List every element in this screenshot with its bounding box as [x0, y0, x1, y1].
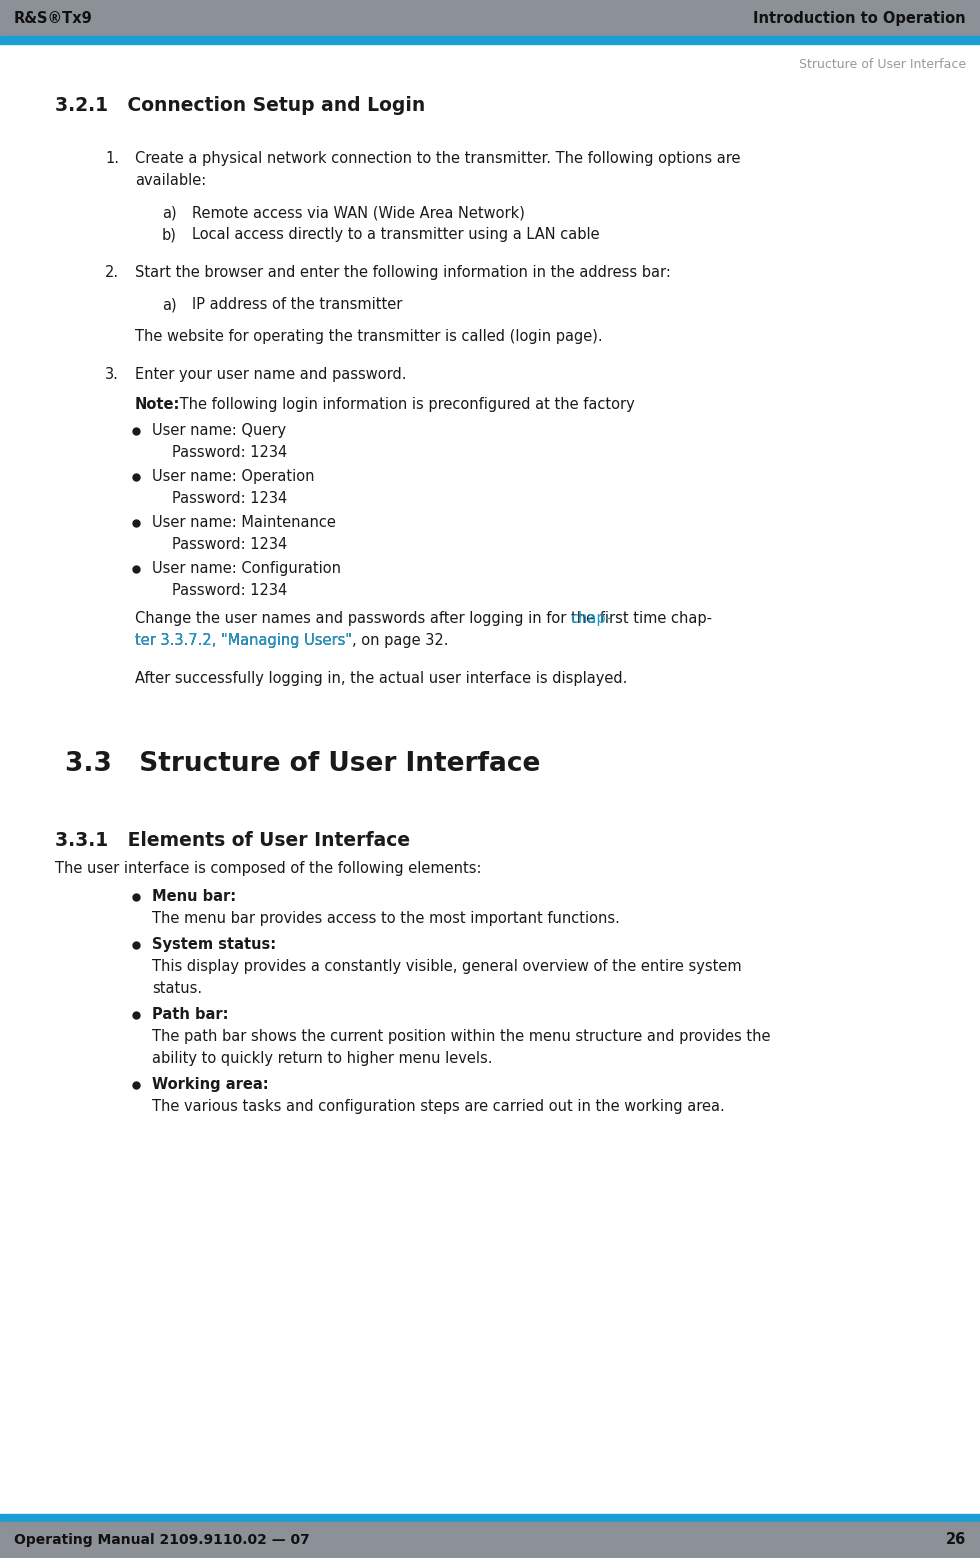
Text: status.: status.: [152, 982, 202, 996]
Text: 2.: 2.: [105, 265, 120, 280]
Text: System status:: System status:: [152, 936, 276, 952]
Text: ter 3.3.7.2, "Managing Users", on page 32.: ter 3.3.7.2, "Managing Users", on page 3…: [135, 633, 449, 648]
Text: Password: 1234: Password: 1234: [172, 446, 287, 460]
Bar: [0, 1522, 980, 1558]
Text: The various tasks and configuration steps are carried out in the working area.: The various tasks and configuration step…: [152, 1098, 725, 1114]
Text: After successfully logging in, the actual user interface is displayed.: After successfully logging in, the actua…: [135, 671, 627, 686]
Text: Remote access via WAN (Wide Area Network): Remote access via WAN (Wide Area Network…: [192, 206, 525, 220]
Text: Change the user names and passwords after logging in for the first time chap-: Change the user names and passwords afte…: [135, 611, 712, 626]
Text: Create a physical network connection to the transmitter. The following options a: Create a physical network connection to …: [135, 151, 741, 167]
Text: The path bar shows the current position within the menu structure and provides t: The path bar shows the current position …: [152, 1028, 770, 1044]
Text: a): a): [162, 206, 176, 220]
Text: b): b): [162, 227, 176, 241]
Text: The menu bar provides access to the most important functions.: The menu bar provides access to the most…: [152, 911, 620, 925]
Text: User name: Configuration: User name: Configuration: [152, 561, 341, 576]
Text: Structure of User Interface: Structure of User Interface: [799, 58, 966, 72]
Text: chap-: chap-: [570, 611, 612, 626]
Text: Introduction to Operation: Introduction to Operation: [754, 11, 966, 25]
Text: The user interface is composed of the following elements:: The user interface is composed of the fo…: [55, 862, 481, 876]
Text: R&S®Tx9: R&S®Tx9: [14, 11, 93, 25]
Text: 3.3.1   Elements of User Interface: 3.3.1 Elements of User Interface: [55, 830, 410, 851]
Text: Password: 1234: Password: 1234: [172, 538, 287, 552]
Text: Local access directly to a transmitter using a LAN cable: Local access directly to a transmitter u…: [192, 227, 600, 241]
Text: 3.2.1   Connection Setup and Login: 3.2.1 Connection Setup and Login: [55, 97, 425, 115]
Text: 26: 26: [946, 1533, 966, 1547]
Text: Working area:: Working area:: [152, 1077, 269, 1092]
Text: ter 3.3.7.2, "Managing Users": ter 3.3.7.2, "Managing Users": [135, 633, 352, 648]
Text: This display provides a constantly visible, general overview of the entire syste: This display provides a constantly visib…: [152, 960, 742, 974]
Text: Password: 1234: Password: 1234: [172, 491, 287, 506]
Text: 3.3   Structure of User Interface: 3.3 Structure of User Interface: [65, 751, 540, 777]
Text: User name: Operation: User name: Operation: [152, 469, 315, 485]
Text: User name: Query: User name: Query: [152, 424, 286, 438]
Text: IP address of the transmitter: IP address of the transmitter: [192, 298, 403, 312]
Text: Menu bar:: Menu bar:: [152, 890, 236, 904]
Bar: [0, 0, 980, 36]
Bar: [0, 36, 980, 44]
Bar: [0, 1514, 980, 1522]
Text: Start the browser and enter the following information in the address bar:: Start the browser and enter the followin…: [135, 265, 671, 280]
Text: available:: available:: [135, 173, 206, 189]
Text: Path bar:: Path bar:: [152, 1006, 228, 1022]
Text: Enter your user name and password.: Enter your user name and password.: [135, 368, 407, 382]
Text: Operating Manual 2109.9110.02 — 07: Operating Manual 2109.9110.02 — 07: [14, 1533, 310, 1547]
Text: 3.: 3.: [105, 368, 119, 382]
Text: The website for operating the transmitter is called (login page).: The website for operating the transmitte…: [135, 329, 603, 344]
Text: a): a): [162, 298, 176, 312]
Text: 1.: 1.: [105, 151, 119, 167]
Text: Password: 1234: Password: 1234: [172, 583, 287, 598]
Text: The following login information is preconfigured at the factory: The following login information is preco…: [175, 397, 635, 411]
Text: User name: Maintenance: User name: Maintenance: [152, 516, 336, 530]
Text: ability to quickly return to higher menu levels.: ability to quickly return to higher menu…: [152, 1052, 493, 1066]
Text: Note:: Note:: [135, 397, 180, 411]
